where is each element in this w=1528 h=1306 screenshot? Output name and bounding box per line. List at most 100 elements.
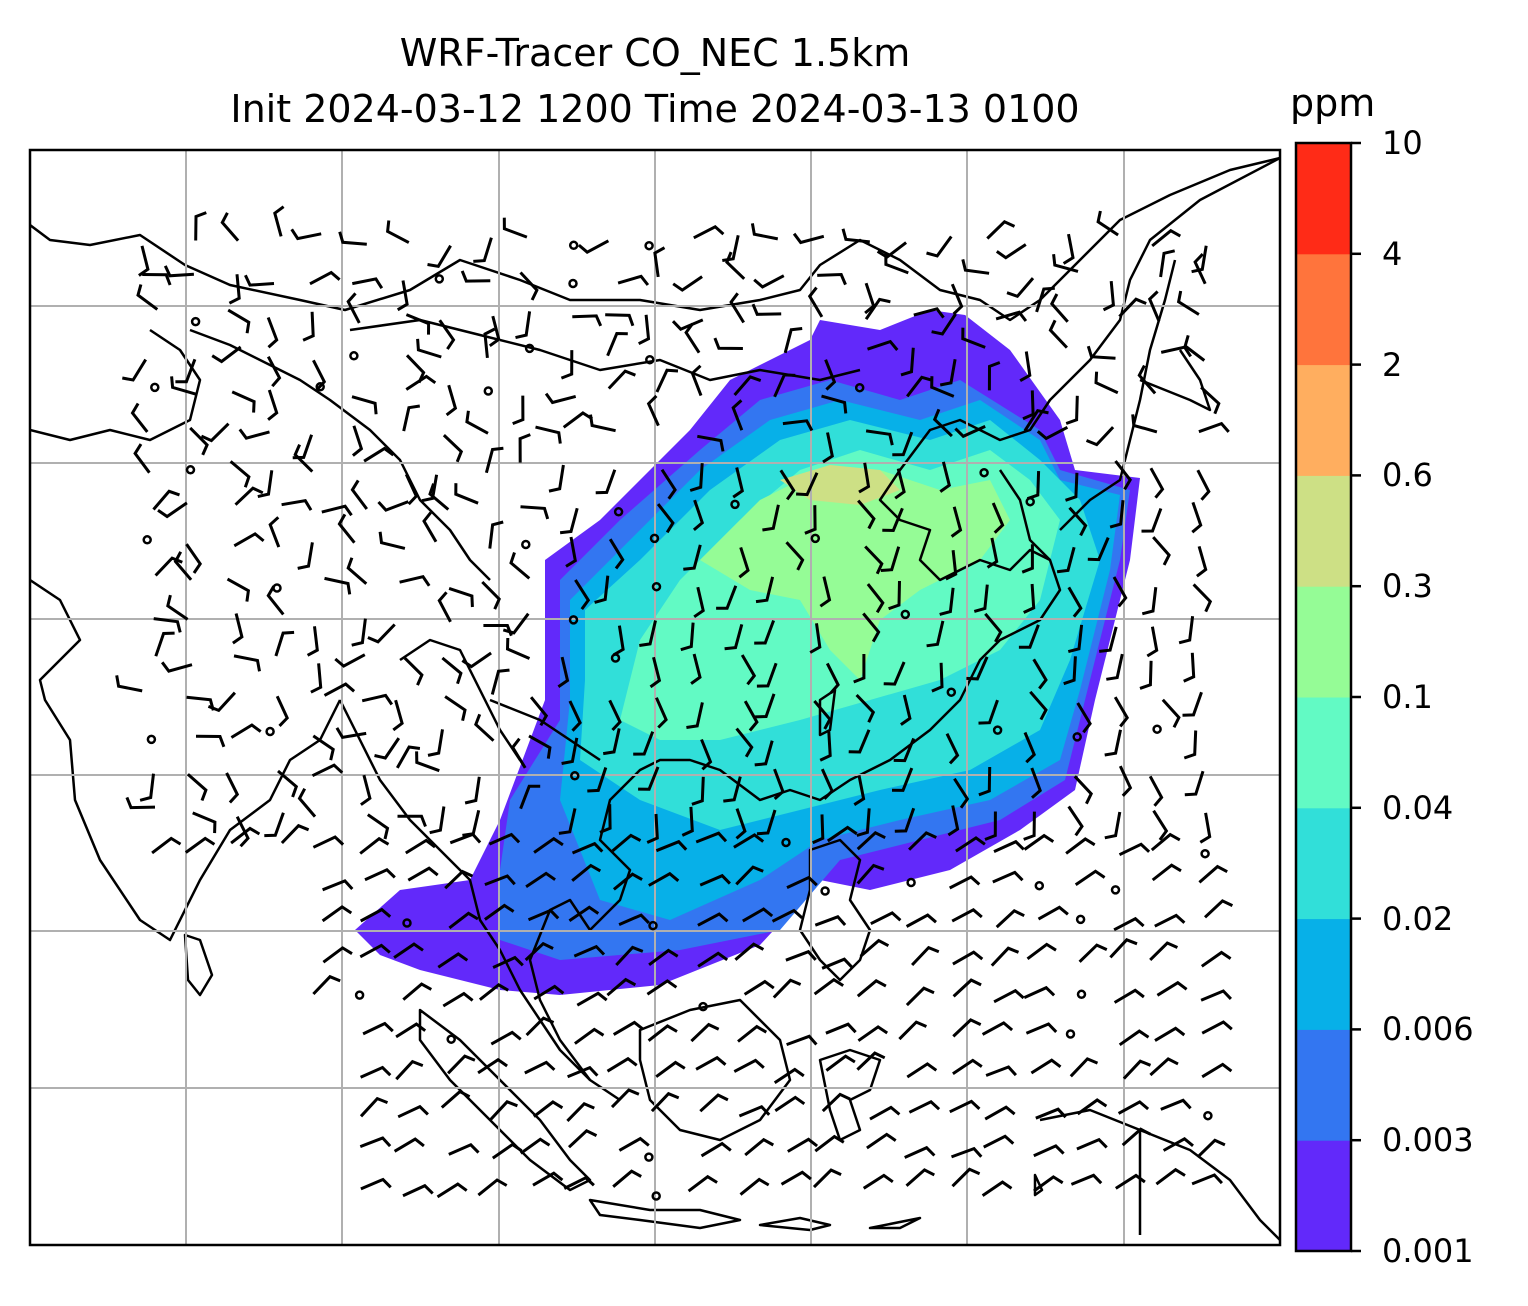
calm-wind-marker: [820, 886, 830, 896]
wind-barb: [1191, 501, 1203, 534]
wind-barb: [136, 284, 159, 311]
wind-barb: [672, 275, 703, 292]
wind-barb: [826, 825, 858, 843]
wind-barb: [1023, 731, 1036, 764]
wind-barb: [226, 577, 251, 602]
wind-barb: [490, 1030, 522, 1046]
wind-barb: [1030, 767, 1042, 799]
wind-barb: [422, 511, 438, 543]
wind-barb: [723, 776, 742, 803]
wind-barb: [733, 1058, 765, 1073]
wind-barb: [297, 542, 314, 570]
colorbar-band-0: [1296, 1140, 1351, 1252]
wind-barb: [771, 908, 804, 923]
wind-barb: [1148, 775, 1164, 807]
wind-barb: [995, 243, 1027, 260]
wind-barb: [762, 504, 780, 532]
wind-barb: [1021, 544, 1034, 574]
wind-barb: [785, 949, 817, 962]
wind-barb: [820, 768, 834, 800]
wind-barb: [1200, 950, 1232, 968]
wind-barb: [488, 520, 504, 549]
wind-barb: [950, 1146, 983, 1159]
wind-barb: [1139, 660, 1153, 690]
wind-barb: [638, 766, 660, 791]
wind-barb: [939, 358, 957, 387]
colorbar-tick-label: 0.003: [1382, 1121, 1474, 1160]
wind-barb: [1118, 765, 1133, 797]
wind-barb: [931, 662, 944, 693]
wind-barb: [490, 668, 510, 695]
wind-barb: [991, 502, 1005, 534]
wind-barb: [724, 624, 744, 651]
wind-barb: [225, 772, 240, 804]
wind-barb: [461, 651, 492, 669]
wind-barb: [825, 1054, 856, 1072]
wind-barb: [824, 359, 837, 391]
colorbar-band-7: [1296, 364, 1351, 476]
wind-barb: [186, 773, 208, 802]
wind-barb: [273, 205, 285, 237]
wind-barb: [905, 986, 935, 1007]
wind-barb: [869, 1105, 901, 1121]
wind-barb: [646, 979, 678, 996]
wind-barb: [474, 713, 495, 742]
calm-wind-marker: [613, 507, 624, 517]
wind-barb: [947, 805, 960, 837]
wind-barb: [607, 369, 636, 390]
wind-barb: [1149, 941, 1179, 961]
wind-barb: [462, 809, 481, 837]
wind-barb: [610, 1088, 640, 1109]
wind-barb: [755, 576, 775, 604]
wind-barb: [638, 314, 651, 346]
wind-barb: [655, 368, 679, 393]
calm-wind-marker: [568, 240, 579, 251]
colorbar-tick-label: 0.001: [1382, 1232, 1474, 1270]
wind-barb: [865, 429, 894, 446]
wind-barb: [359, 836, 390, 855]
wind-barb: [185, 543, 203, 574]
wind-barb: [950, 506, 963, 538]
wind-barb: [939, 461, 952, 493]
wind-barb: [618, 913, 650, 926]
wind-barb: [612, 1020, 644, 1036]
wind-barb: [395, 1022, 427, 1039]
wind-barb: [697, 434, 725, 452]
wind-barb: [812, 814, 825, 845]
wind-barb: [351, 425, 364, 457]
wind-barb: [733, 375, 762, 396]
wind-barb: [565, 536, 577, 568]
wind-barb: [722, 234, 740, 262]
wind-barb: [524, 1060, 556, 1075]
wind-barb: [454, 483, 479, 505]
wind-barb: [1032, 658, 1048, 690]
wind-barb: [945, 550, 958, 581]
wind-barb: [900, 694, 912, 726]
calm-wind-marker: [568, 278, 578, 289]
wind-barb: [1113, 916, 1145, 932]
wind-barb: [544, 392, 577, 405]
wind-barb: [428, 483, 450, 511]
wind-barb: [690, 364, 703, 397]
calm-wind-marker: [142, 535, 152, 545]
wind-barb: [649, 656, 662, 689]
coastline-small-islands: [758, 1173, 1044, 1232]
calm-wind-marker: [645, 354, 655, 365]
wind-barb: [825, 662, 840, 694]
wind-barb: [1149, 467, 1165, 499]
wind-barb: [322, 946, 353, 964]
wind-barb: [337, 513, 356, 544]
wind-barb: [650, 1091, 680, 1113]
wind-barb: [232, 613, 244, 645]
wind-barb: [671, 318, 704, 331]
wind-barb: [1151, 863, 1182, 882]
wind-barb: [393, 942, 424, 959]
wind-barb: [949, 1099, 981, 1114]
coastline-java: [588, 1198, 742, 1230]
wind-barb: [323, 682, 356, 697]
wind-barb: [804, 505, 817, 535]
wind-barb: [952, 978, 982, 998]
wind-barb: [984, 1105, 1016, 1121]
wind-barb: [951, 1167, 981, 1188]
wind-barb: [1109, 500, 1125, 529]
